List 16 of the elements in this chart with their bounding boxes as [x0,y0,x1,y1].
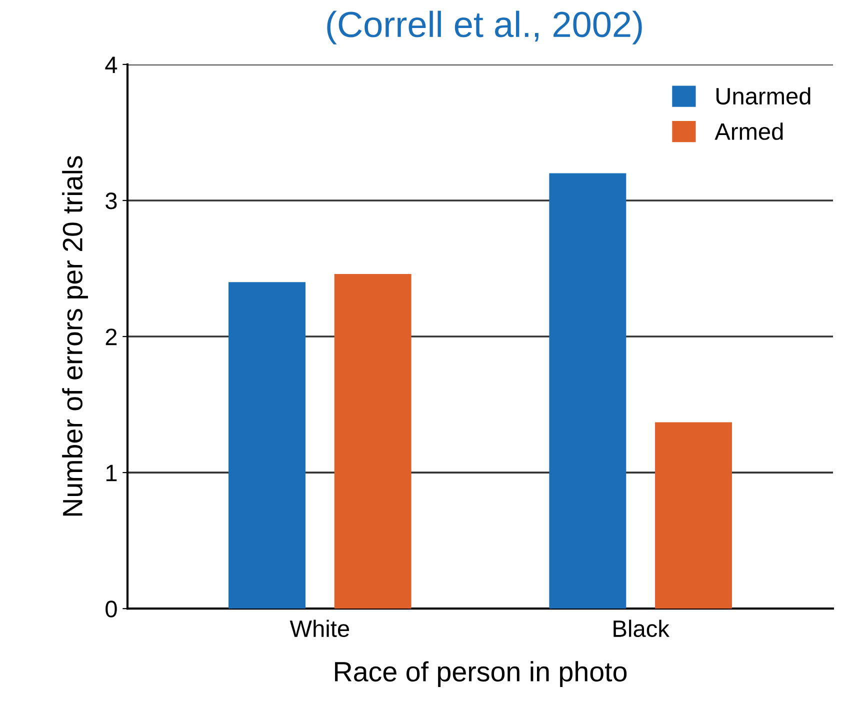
x-axis-title: Race of person in photo [335,661,627,688]
y-tick-label: 0 [106,600,117,618]
chart-title: (Correll et al., 2002) [327,10,642,44]
y-axis-title: Number of errors per 20 trials [62,156,88,516]
bar [334,274,412,609]
bar [228,282,306,609]
y-tick-label: 1 [106,464,117,482]
x-tick-label: Black [614,620,670,638]
legend-label: Unarmed [716,87,810,105]
bar [655,422,732,609]
x-tick-label: White [290,620,350,638]
bar [549,173,626,609]
y-tick-label: 4 [105,56,118,73]
y-tick-label: 2 [106,328,117,346]
y-tick-label: 3 [106,192,117,210]
legend-label: Armed [714,122,783,140]
